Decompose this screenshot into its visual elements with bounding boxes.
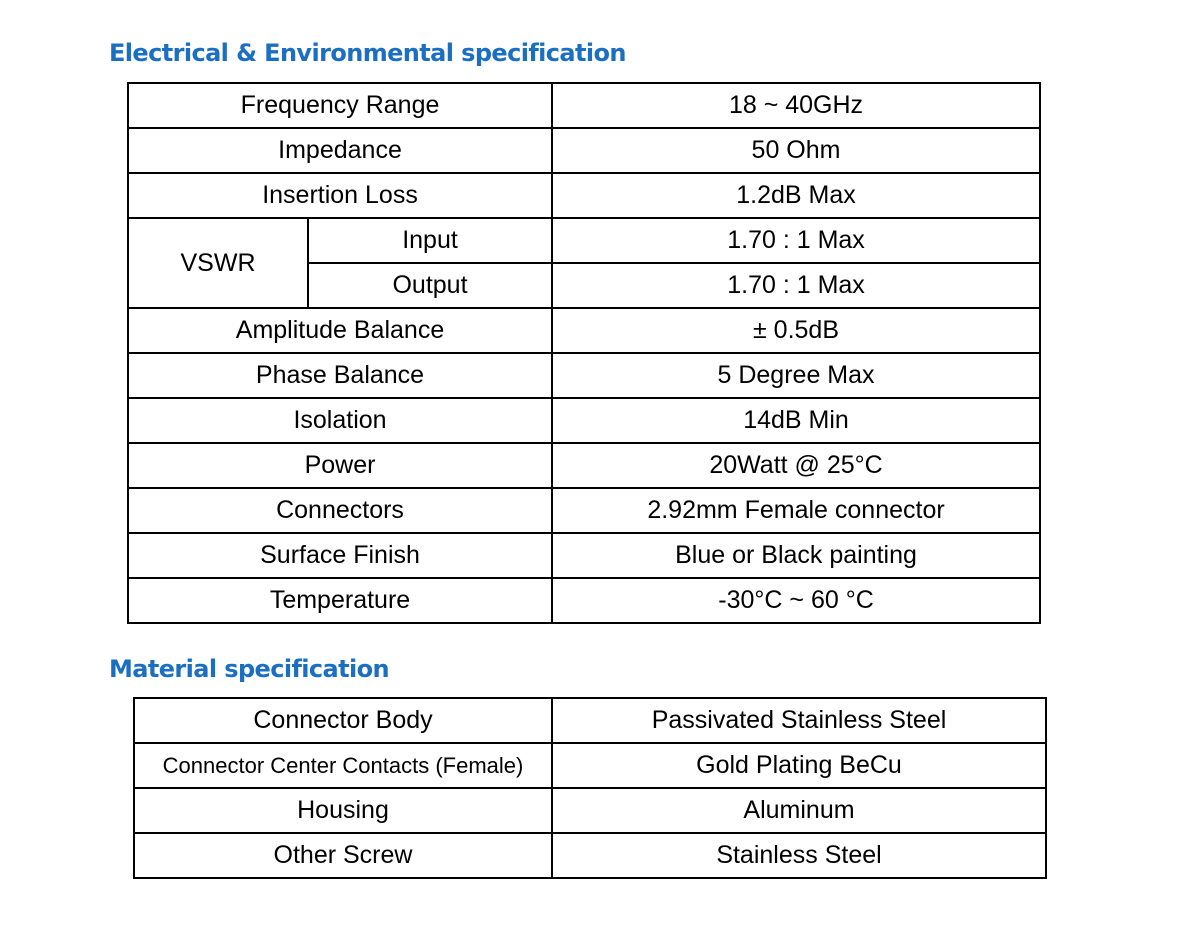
spec-label: Amplitude Balance <box>126 307 554 354</box>
table-row: Phase Balance 5 Degree Max <box>126 352 1042 399</box>
table-row: Connector Body Passivated Stainless Stee… <box>133 697 1047 744</box>
vswr-label: VSWR <box>127 217 309 309</box>
electrical-spec-heading: Electrical & Environmental specification <box>109 39 627 67</box>
table-row: VSWR Input 1.70 : 1 Max <box>127 217 1042 309</box>
material-label: Housing <box>133 787 553 834</box>
table-row: Amplitude Balance ± 0.5dB <box>126 307 1042 354</box>
table-row: Connector Center Contacts (Female) Gold … <box>133 742 1047 789</box>
table-row: Connectors 2.92mm Female connector <box>126 487 1042 534</box>
table-row: Power 20Watt @ 25°C <box>126 442 1042 489</box>
vswr-output-value: 1.70 : 1 Max <box>551 262 1042 309</box>
table-row: Other Screw Stainless Steel <box>133 832 1047 879</box>
table-row: Isolation 14dB Min <box>126 397 1042 444</box>
spec-label: Surface Finish <box>126 532 554 579</box>
spec-label: Connectors <box>126 487 554 534</box>
material-spec-heading: Material specification <box>109 655 390 683</box>
material-label: Connector Body <box>133 697 553 744</box>
spec-value: Blue or Black painting <box>551 532 1042 579</box>
material-value: Stainless Steel <box>551 832 1047 879</box>
spec-value: 14dB Min <box>551 397 1042 444</box>
spec-label: Frequency Range <box>126 82 554 129</box>
spec-value: ± 0.5dB <box>551 307 1042 354</box>
table-row: Frequency Range 18 ~ 40GHz <box>126 82 1042 129</box>
material-spec-table: Connector Body Passivated Stainless Stee… <box>133 697 1047 879</box>
spec-label: Power <box>126 442 554 489</box>
table-row: Insertion Loss 1.2dB Max <box>126 172 1042 219</box>
vswr-output-label: Output <box>306 262 554 309</box>
table-row: Impedance 50 Ohm <box>126 127 1042 174</box>
spec-label: Impedance <box>126 127 554 174</box>
spec-label: Insertion Loss <box>126 172 554 219</box>
table-row: Temperature -30°C ~ 60 °C <box>126 577 1042 624</box>
table-row: Output 1.70 : 1 Max <box>128 262 1042 309</box>
material-value: Passivated Stainless Steel <box>551 697 1047 744</box>
material-label: Connector Center Contacts (Female) <box>133 742 553 789</box>
spec-label: Phase Balance <box>126 352 554 399</box>
vswr-input-label: Input <box>306 217 554 264</box>
material-label: Other Screw <box>133 832 553 879</box>
spec-value: -30°C ~ 60 °C <box>551 577 1042 624</box>
table-row: Surface Finish Blue or Black painting <box>126 532 1042 579</box>
spec-value: 2.92mm Female connector <box>551 487 1042 534</box>
spec-value: 50 Ohm <box>551 127 1042 174</box>
spec-value: 20Watt @ 25°C <box>551 442 1042 489</box>
spec-label: Temperature <box>126 577 554 624</box>
material-value: Gold Plating BeCu <box>551 742 1047 789</box>
vswr-input-value: 1.70 : 1 Max <box>551 217 1042 264</box>
table-row: Housing Aluminum <box>133 787 1047 834</box>
spec-value: 1.2dB Max <box>551 172 1042 219</box>
electrical-spec-table: Frequency Range 18 ~ 40GHz Impedance 50 … <box>126 82 1042 624</box>
spec-label: Isolation <box>126 397 554 444</box>
material-value: Aluminum <box>551 787 1047 834</box>
spec-value: 18 ~ 40GHz <box>551 82 1042 129</box>
spec-value: 5 Degree Max <box>551 352 1042 399</box>
